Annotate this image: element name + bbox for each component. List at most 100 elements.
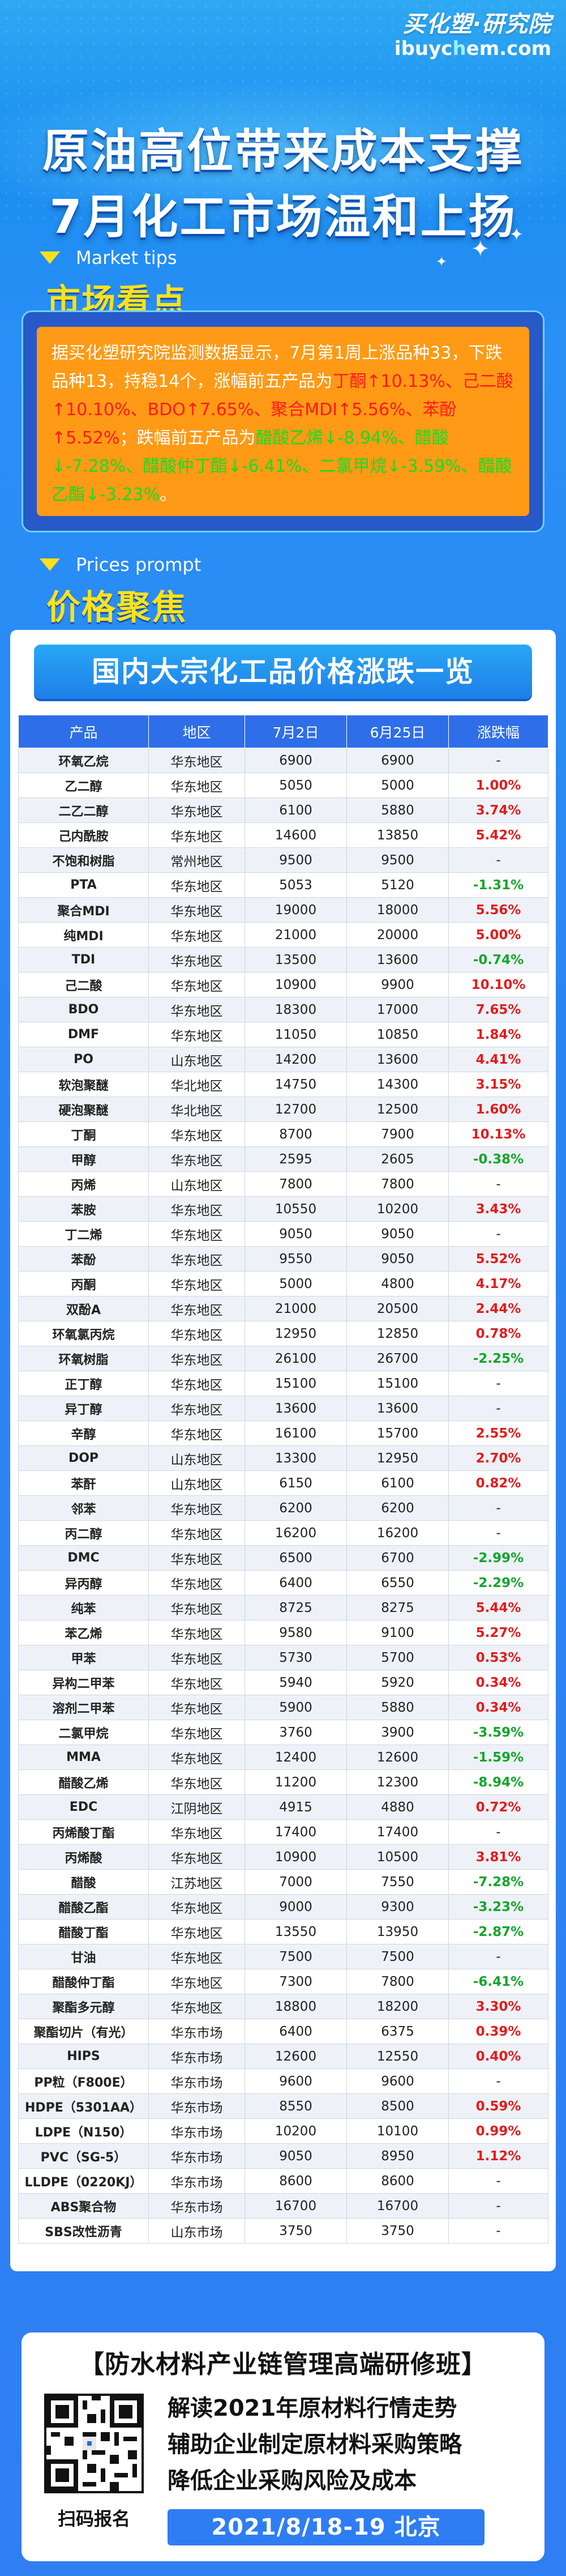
change-cell: 2.44% xyxy=(448,1296,548,1321)
price-previous-cell: 13600 xyxy=(346,1047,449,1072)
product-cell: LDPE（N150） xyxy=(18,2118,149,2144)
product-cell: PO xyxy=(18,1047,149,1072)
price-current-cell: 2595 xyxy=(245,1146,347,1172)
product-cell: 聚酯多元醇 xyxy=(18,1994,149,2019)
market-highlights-text: 据买化塑研究院监测数据显示，7月第1周上涨品种33，下跌品种13，持稳14个，涨… xyxy=(37,327,529,516)
product-cell: 异丁醇 xyxy=(18,1396,149,1421)
price-current-cell: 9550 xyxy=(245,1246,347,1272)
region-cell: 江苏地区 xyxy=(148,1869,245,1895)
table-row: 醋酸乙酯 华东地区 9000 9300 -3.23% xyxy=(18,1894,548,1920)
header-change: 涨跌幅 xyxy=(448,715,548,748)
price-previous-cell: 6900 xyxy=(346,748,449,773)
product-cell: 己内酰胺 xyxy=(18,822,149,848)
table-row: PP粒（F800E） 华东市场 9600 9600- xyxy=(18,2069,548,2094)
price-current-cell: 12700 xyxy=(245,1097,347,1122)
table-row: EDC 江阴地区 4915 4880 0.72% xyxy=(18,1794,548,1820)
region-cell: 华东地区 xyxy=(148,1121,245,1147)
change-cell: - xyxy=(448,1221,548,1247)
brand-logo-text: 买化塑·研究院 xyxy=(402,11,551,37)
region-cell: 华东地区 xyxy=(148,1595,245,1620)
change-cell: -1.31% xyxy=(448,872,548,898)
table-row: 正丁醇 华东地区 15100 15100- xyxy=(18,1371,548,1396)
price-previous-cell: 12600 xyxy=(346,1745,449,1770)
product-cell: 聚合MDI xyxy=(18,897,149,923)
change-cell: -7.28% xyxy=(448,1869,548,1895)
product-cell: 醋酸丁酯 xyxy=(18,1919,149,1944)
table-row: 不饱和树脂 常州地区 9500 9500- xyxy=(18,847,548,873)
price-current-cell: 8600 xyxy=(245,2168,347,2194)
region-cell: 华东地区 xyxy=(148,1844,245,1870)
region-cell: 山东地区 xyxy=(148,1470,245,1496)
table-row: LDPE（N150） 华东市场 10200 10100 0.99% xyxy=(18,2118,548,2144)
price-current-cell: 9600 xyxy=(245,2069,347,2094)
price-current-cell: 5050 xyxy=(245,773,347,798)
price-previous-cell: 13600 xyxy=(346,947,449,973)
product-cell: PVC（SG-5） xyxy=(18,2143,149,2169)
price-previous-cell: 10500 xyxy=(346,1844,449,1870)
price-current-cell: 7800 xyxy=(245,1171,347,1197)
brand-url-highlight: h xyxy=(452,37,466,60)
qr-code-icon[interactable] xyxy=(44,2394,144,2493)
price-current-cell: 9050 xyxy=(245,1221,347,1247)
price-current-cell: 6200 xyxy=(245,1495,347,1521)
change-cell: - xyxy=(448,748,548,773)
product-cell: BDO xyxy=(18,997,149,1022)
product-cell: 丙酮 xyxy=(18,1271,149,1296)
table-row: 环氧氯丙烷 华东地区 12950 12850 0.78% xyxy=(18,1321,548,1346)
brand-logo[interactable]: 买化塑·研究院 ibuychem.com xyxy=(395,6,551,60)
table-row: 醋酸 江苏地区 7000 7550 -7.28% xyxy=(18,1869,548,1895)
product-cell: 正丁醇 xyxy=(18,1371,149,1396)
product-cell: DMF xyxy=(18,1022,149,1047)
table-row: HDPE（5301AA） 华东市场 8550 8500 0.59% xyxy=(18,2093,548,2119)
region-cell: 山东地区 xyxy=(148,1047,245,1072)
promo-line: 辅助企业制定原材料采购策略 xyxy=(168,2432,462,2458)
change-cell: -2.87% xyxy=(448,1919,548,1944)
table-row: 环氧树脂 华东地区 26100 26700 -2.25% xyxy=(18,1346,548,1371)
change-cell: 7.65% xyxy=(448,997,548,1022)
price-current-cell: 7500 xyxy=(245,1944,347,1969)
product-cell: 己二酸 xyxy=(18,972,149,997)
product-cell: 苯酐 xyxy=(18,1470,149,1496)
price-current-cell: 4915 xyxy=(245,1794,347,1820)
change-cell: - xyxy=(448,1371,548,1396)
product-cell: 丁二烯 xyxy=(18,1221,149,1247)
region-cell: 华东地区 xyxy=(148,797,245,823)
price-current-cell: 21000 xyxy=(245,1296,347,1321)
change-cell: -2.25% xyxy=(448,1346,548,1371)
price-previous-cell: 7800 xyxy=(346,1171,449,1197)
promo-card[interactable]: 【防水材料产业链管理高端研修班】 xyxy=(22,2332,544,2561)
price-previous-cell: 12850 xyxy=(346,1321,449,1346)
change-cell: 0.59% xyxy=(448,2093,548,2119)
price-previous-cell: 14300 xyxy=(346,1072,449,1097)
triangle-icon xyxy=(40,558,60,571)
headline-line-2: 7月化工市场温和上扬 xyxy=(49,190,517,244)
table-row: 丁二烯 华东地区 9050 9050- xyxy=(18,1221,548,1247)
product-cell: 邻苯 xyxy=(18,1495,149,1521)
product-cell: 甲苯 xyxy=(18,1645,149,1670)
price-previous-cell: 13600 xyxy=(346,1396,449,1421)
change-cell: 3.30% xyxy=(448,1994,548,2019)
region-cell: 华东地区 xyxy=(148,1645,245,1670)
table-row: 硬泡聚醚 华北地区 12700 12500 1.60% xyxy=(18,1097,548,1122)
price-previous-cell: 20000 xyxy=(346,922,449,948)
price-current-cell: 14750 xyxy=(245,1072,347,1097)
change-cell: 5.42% xyxy=(448,822,548,848)
header-price-current: 7月2日 xyxy=(245,715,347,748)
header-product: 产品 xyxy=(18,715,149,748)
region-cell: 华东地区 xyxy=(148,1520,245,1546)
price-current-cell: 14600 xyxy=(245,822,347,848)
change-cell: -3.23% xyxy=(448,1894,548,1920)
market-text-segment: 。 xyxy=(160,485,177,505)
price-previous-cell: 5920 xyxy=(346,1670,449,1695)
background-glow xyxy=(0,79,566,227)
region-cell: 华东地区 xyxy=(148,947,245,973)
table-row: 醋酸丁酯 华东地区 13550 13950 -2.87% xyxy=(18,1919,548,1944)
region-cell: 华东地区 xyxy=(148,1545,245,1571)
product-cell: 苯胺 xyxy=(18,1196,149,1222)
price-previous-cell: 16200 xyxy=(346,1520,449,1546)
product-cell: 二氯甲烷 xyxy=(18,1720,149,1745)
price-section-title: 价格聚焦 xyxy=(46,588,187,628)
price-current-cell: 5940 xyxy=(245,1670,347,1695)
price-previous-cell: 5120 xyxy=(346,872,449,898)
